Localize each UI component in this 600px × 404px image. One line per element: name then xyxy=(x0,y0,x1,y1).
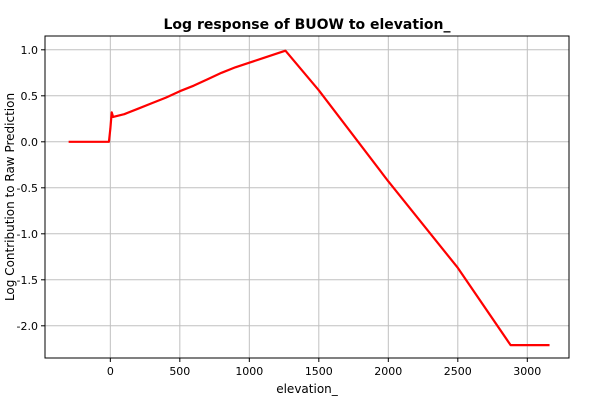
y-tick-label: -1.5 xyxy=(17,274,38,287)
x-tick-label: 0 xyxy=(107,365,114,378)
x-tick-label: 3000 xyxy=(513,365,541,378)
series-line xyxy=(68,49,550,347)
y-tick-label: 1.0 xyxy=(21,44,39,57)
y-tick-label: -2.0 xyxy=(17,320,38,333)
x-tick-label: 1500 xyxy=(305,365,333,378)
y-tick-label: -0.5 xyxy=(17,182,38,195)
y-axis-label: Log Contribution to Raw Prediction xyxy=(3,93,17,301)
y-tick-label: 0.0 xyxy=(21,136,39,149)
y-tick-label: 0.5 xyxy=(21,90,39,103)
chart-title: Log response of BUOW to elevation_ xyxy=(164,17,451,33)
x-tick-label: 500 xyxy=(169,365,190,378)
x-axis-label: elevation_ xyxy=(276,382,339,396)
x-tick-label: 2500 xyxy=(444,365,472,378)
plot-area xyxy=(68,49,550,347)
x-tick-label: 1000 xyxy=(235,365,263,378)
plot-frame xyxy=(44,35,570,359)
axis-ticks: 0 500 1000 1500 2000 2500 3000 1.0 0.5 0.0 -0.5 -1.… xyxy=(17,44,542,378)
x-tick-label: 2000 xyxy=(374,365,402,378)
grid-lines xyxy=(45,36,569,358)
y-tick-label: -1.0 xyxy=(17,228,38,241)
